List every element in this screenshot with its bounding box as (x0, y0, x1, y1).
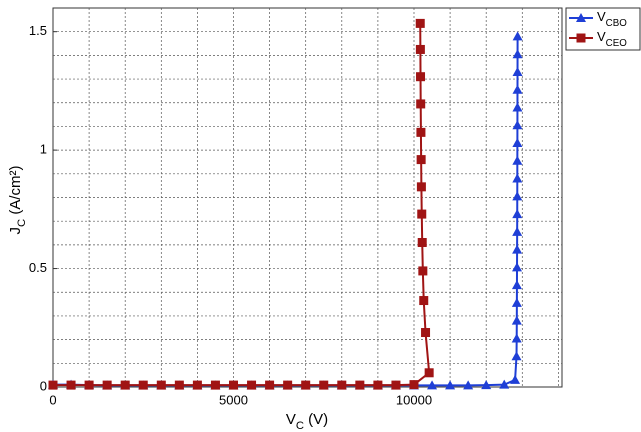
data-marker (416, 99, 426, 109)
data-marker (512, 209, 523, 219)
data-marker (512, 244, 523, 254)
data-marker (416, 155, 426, 165)
data-marker (511, 333, 522, 343)
legend-label: VCEO (597, 29, 627, 49)
y-tick-label: 1 (40, 142, 47, 157)
data-marker (418, 266, 428, 276)
series-layer (53, 23, 519, 387)
data-marker (102, 380, 112, 390)
data-marker (512, 155, 523, 165)
data-marker (576, 13, 586, 22)
data-marker (481, 380, 492, 390)
data-marker (511, 297, 522, 307)
x-tick-label: 5000 (219, 392, 248, 407)
data-marker (512, 262, 523, 272)
series-line (53, 23, 431, 387)
grid: 0 5000 10000 0 0.5 1 1.5 (29, 8, 562, 407)
data-marker (421, 328, 431, 338)
data-marker (210, 380, 220, 390)
data-marker (138, 380, 148, 390)
data-marker (463, 380, 474, 390)
data-marker (192, 380, 202, 390)
data-marker (511, 280, 522, 290)
data-marker (373, 380, 383, 390)
x-tick-label: 10000 (396, 392, 432, 407)
data-marker (247, 380, 257, 390)
data-marker (576, 33, 586, 43)
data-marker (337, 380, 347, 390)
data-marker (416, 182, 426, 192)
data-marker (417, 238, 427, 248)
data-marker (424, 368, 434, 378)
data-marker (355, 380, 365, 390)
data-marker (419, 296, 429, 306)
data-marker (416, 72, 426, 82)
y-tick-label: 0.5 (29, 260, 47, 275)
data-marker (391, 380, 401, 390)
data-marker (512, 66, 523, 76)
data-marker (156, 380, 166, 390)
data-marker (84, 380, 94, 390)
data-marker (427, 380, 438, 390)
data-marker (416, 127, 426, 137)
data-marker (415, 44, 425, 54)
data-marker (66, 380, 76, 390)
data-marker (319, 380, 329, 390)
data-marker (512, 138, 523, 148)
data-marker (512, 173, 523, 183)
data-marker (512, 226, 523, 236)
legend-label: VCBO (597, 9, 627, 29)
data-marker (283, 380, 293, 390)
data-marker (511, 351, 522, 361)
data-marker (417, 209, 427, 219)
data-marker (415, 18, 425, 28)
x-axis-label: VC (V) (286, 411, 328, 432)
marker-layer (48, 18, 523, 390)
data-marker (301, 380, 311, 390)
data-marker (409, 380, 419, 390)
x-tick-label: 0 (49, 392, 56, 407)
data-marker (265, 380, 275, 390)
data-marker (512, 31, 523, 41)
data-marker (48, 380, 58, 390)
legend (565, 7, 641, 51)
data-marker (510, 374, 521, 384)
y-tick-label: 1.5 (29, 23, 47, 38)
data-marker (512, 191, 523, 201)
data-marker (499, 379, 510, 389)
data-marker (512, 49, 523, 59)
data-marker (512, 84, 523, 94)
y-tick-label: 0 (40, 378, 47, 393)
data-marker (512, 120, 523, 130)
data-marker (174, 380, 184, 390)
y-axis-label: JC (A/cm²) (7, 166, 28, 235)
data-marker (445, 380, 456, 390)
data-marker (512, 102, 523, 112)
data-marker (511, 315, 522, 325)
data-marker (228, 380, 238, 390)
data-marker (120, 380, 130, 390)
